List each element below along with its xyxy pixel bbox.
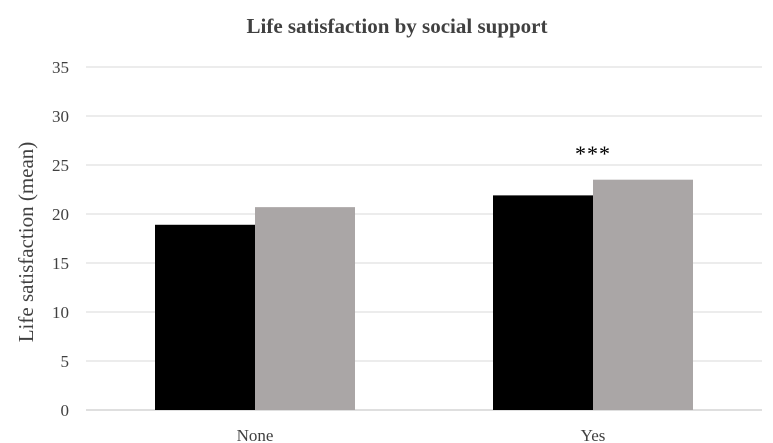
y-tick-label: 15: [52, 254, 69, 273]
y-tick-label: 0: [61, 401, 70, 420]
y-tick-label: 5: [61, 352, 70, 371]
bars: [155, 179, 693, 410]
y-axis-label: Life satisfaction (mean): [14, 142, 38, 343]
y-tick-label: 20: [52, 205, 69, 224]
x-tick-labels: None Yes: [237, 426, 606, 443]
significance-annotation: ***: [575, 141, 611, 166]
bar-yes-series-1: [493, 195, 593, 410]
x-tick-label: None: [237, 426, 274, 443]
y-tick-labels: 0 5 10 15 20 25 30 35: [52, 58, 69, 420]
y-tick-label: 25: [52, 156, 69, 175]
bar-none-series-1: [155, 224, 255, 410]
y-tick-label: 30: [52, 107, 69, 126]
y-tick-label: 10: [52, 303, 69, 322]
y-tick-label: 35: [52, 58, 69, 77]
chart-title: Life satisfaction by social support: [246, 14, 547, 38]
x-tick-label: Yes: [581, 426, 606, 443]
bar-yes-series-2: [593, 179, 693, 410]
bar-none-series-2: [255, 207, 355, 410]
annotations: ***: [575, 141, 611, 166]
